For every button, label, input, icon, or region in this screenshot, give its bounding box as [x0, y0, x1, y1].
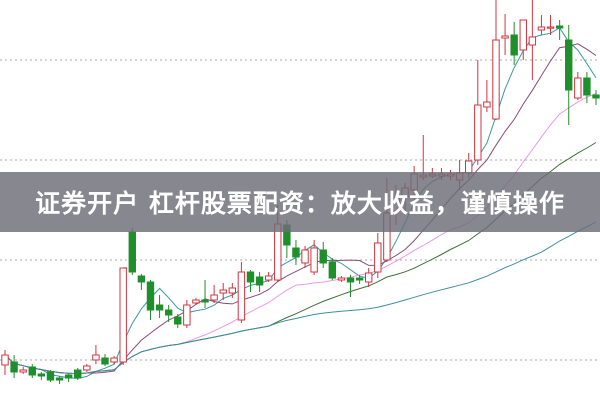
candle-up	[528, 36, 537, 46]
candle-up	[501, 35, 509, 39]
candle-up	[310, 247, 318, 273]
candle-up	[474, 104, 482, 161]
candle-up	[364, 272, 373, 283]
candle-down	[101, 357, 109, 365]
candle-down	[137, 275, 146, 283]
candle-up	[228, 287, 237, 294]
candle-down	[328, 261, 337, 279]
candle-up	[574, 77, 582, 99]
ma10-line	[4, 43, 597, 375]
candle-down	[174, 316, 182, 325]
candle-down	[74, 369, 82, 379]
candle-up	[537, 26, 546, 31]
candle-up	[119, 267, 127, 363]
candle-down	[583, 77, 591, 96]
candle-down	[592, 94, 600, 99]
candle-down	[355, 277, 364, 281]
candle-down	[28, 366, 36, 376]
candle-up	[83, 365, 91, 371]
title-banner: 证券开户 杠杆股票配资：放大收益，谨慎操作	[0, 172, 600, 232]
candle-up	[183, 304, 191, 326]
candle-up	[274, 223, 282, 281]
candle-up	[237, 271, 246, 321]
banner-title: 证券开户 杠杆股票配资：放大收益，谨慎操作	[35, 189, 565, 218]
ma60-line	[4, 221, 597, 375]
ma20-line	[4, 92, 597, 375]
candle-down	[255, 276, 264, 286]
candle-down	[146, 281, 155, 311]
candle-up	[546, 26, 555, 29]
candle-up	[219, 289, 227, 294]
candle-up	[19, 369, 27, 373]
candle-up	[301, 249, 309, 264]
candle-down	[46, 371, 55, 381]
candle-down	[319, 249, 327, 264]
candle-down	[155, 304, 164, 311]
candle-up	[92, 354, 100, 361]
candle-up	[1, 354, 9, 366]
candle-down	[128, 231, 136, 273]
candle-down	[292, 247, 300, 258]
candle-up	[337, 277, 346, 281]
candle-down	[164, 309, 173, 316]
candle-down	[37, 373, 46, 377]
candle-up	[192, 299, 200, 304]
candle-down	[64, 374, 73, 379]
candle-down	[246, 271, 255, 283]
candle-up	[374, 242, 382, 273]
candle-down	[346, 277, 355, 283]
candle-up	[110, 357, 118, 363]
candle-up	[519, 19, 527, 51]
candle-down	[201, 299, 209, 303]
candle-up	[492, 39, 500, 120]
candle-up	[210, 294, 218, 301]
candle-down	[555, 25, 564, 29]
candle-down	[510, 34, 518, 56]
candle-up	[264, 275, 273, 281]
candle-down	[10, 361, 18, 373]
candle-down	[565, 39, 573, 91]
candle-up	[483, 101, 491, 108]
candle-down	[55, 377, 64, 381]
